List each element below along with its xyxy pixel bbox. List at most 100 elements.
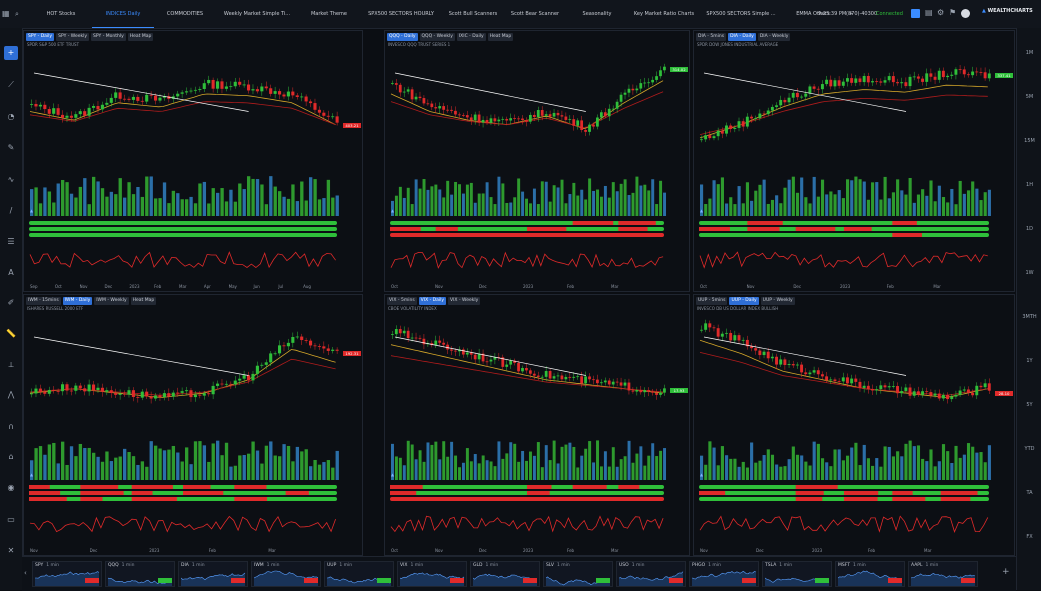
eye-icon[interactable]: ◉ — [7, 483, 15, 492]
brush-icon[interactable]: ✐ — [7, 298, 15, 307]
timeframe-button[interactable]: 5M — [1025, 94, 1034, 100]
panel-tab[interactable]: DIA - Daily — [728, 33, 756, 41]
workspace-tab[interactable]: Seasonality — [582, 11, 612, 17]
workspace-tab[interactable]: Key Market Ratio Charts — [633, 11, 695, 17]
drawn-trendline[interactable] — [33, 72, 249, 112]
timeframe-button[interactable]: 1Y — [1026, 358, 1033, 364]
trendline-icon[interactable]: ⟋ — [8, 80, 14, 89]
workspace-tab[interactable]: INDICES Daily — [92, 0, 154, 28]
ruler-icon[interactable]: 📏 — [6, 329, 16, 338]
strip-scroll-left-icon[interactable]: ‹ — [24, 569, 27, 577]
mini-chart-card[interactable]: MSFT 1 min — [835, 561, 905, 587]
mini-chart-card[interactable]: IWM 1 min — [251, 561, 321, 587]
drawn-trendline[interactable] — [703, 72, 907, 112]
timeframe-button[interactable]: 15M — [1024, 138, 1035, 144]
measure-icon[interactable]: ⟂ — [8, 360, 14, 369]
workspace-tab[interactable]: Weekly Market Simple Ti... — [223, 11, 291, 17]
mini-chart-card[interactable]: DIA 1 min — [178, 561, 248, 587]
chart-panel[interactable]: VIX - 5mins VIX - Daily VIX - Weekly CBOE V… — [384, 294, 690, 556]
panel-tab[interactable]: DIA - 5mins — [696, 33, 727, 41]
drawn-trendline[interactable] — [394, 336, 586, 376]
layout-icon[interactable]: ▤ — [925, 8, 933, 17]
lock-icon[interactable]: ⌂ — [8, 452, 14, 461]
workspace-tab[interactable]: Scott Bull Scanners — [448, 11, 498, 17]
search-icon[interactable]: ⌕ — [15, 10, 19, 18]
timeframe-button[interactable]: 1M — [1025, 50, 1034, 56]
settings-icon[interactable]: ⚙ — [937, 8, 945, 17]
price-chart[interactable] — [387, 295, 671, 556]
panel-tab[interactable]: UUP - Daily — [729, 297, 759, 305]
price-chart[interactable] — [696, 31, 996, 292]
mini-chart-card[interactable]: PHGO 1 min — [689, 561, 759, 587]
line-icon[interactable]: / — [9, 206, 13, 215]
mini-chart-card[interactable]: GLD 1 min — [470, 561, 540, 587]
workspace-tab[interactable]: Market Theme — [310, 11, 348, 17]
panel-tab[interactable]: VIX - 5mins — [387, 297, 417, 305]
price-chart[interactable] — [387, 31, 671, 292]
strip-add-icon[interactable]: + — [1002, 567, 1010, 577]
workspace-tab[interactable]: COMMODITIES — [166, 11, 204, 17]
avatar[interactable] — [961, 9, 970, 18]
pen-icon[interactable]: ✎ — [7, 143, 15, 152]
price-chart[interactable] — [26, 31, 344, 292]
workspace-tab[interactable]: Scott Bear Scanner — [510, 11, 560, 17]
pattern-icon[interactable]: ⋀ — [7, 390, 15, 399]
price-chart[interactable] — [26, 295, 344, 556]
save-icon[interactable] — [911, 9, 920, 18]
mini-chart-card[interactable]: SPY 1 min — [32, 561, 102, 587]
panel-tab[interactable]: IWM - Weekly — [94, 297, 129, 305]
chart-panel[interactable]: QQQ - Daily QQQ - Weekly IXIC - Daily Heat … — [384, 30, 690, 292]
workspace-tab[interactable]: SPX500 SECTORS Simple ... — [706, 11, 776, 17]
panel-tab[interactable]: UUP - Weekly — [760, 297, 795, 305]
trash-icon[interactable]: ✕ — [7, 546, 15, 555]
panel-tab[interactable]: VIX - Weekly — [448, 297, 481, 305]
chart-panel[interactable]: IWM - 15mins IWM - Daily IWM - Weekly Heat … — [23, 294, 363, 556]
chart-panel[interactable]: DIA - 5mins DIA - Daily DIA - Weekly SPDR D… — [693, 30, 1015, 292]
mini-chart-card[interactable]: AAPL 1 min — [908, 561, 978, 587]
panel-tab[interactable]: VIX - Daily — [418, 297, 447, 305]
timeframe-button[interactable]: 3MTH — [1022, 314, 1037, 320]
panel-tab[interactable]: SPY - Monthly — [91, 33, 126, 41]
panel-tab[interactable]: IXIC - Daily — [456, 33, 486, 41]
mini-chart-card[interactable]: UUP 1 min — [324, 561, 394, 587]
notifications-icon[interactable]: ⚑ — [949, 8, 957, 17]
panel-tab[interactable]: UUP - 5mins — [696, 297, 728, 305]
drawn-trendline[interactable] — [33, 336, 249, 376]
workspace-tab[interactable]: EMMA Others — [796, 11, 830, 17]
timeframe-button[interactable]: 1W — [1025, 270, 1034, 276]
timeframe-button[interactable]: YTD — [1024, 446, 1035, 452]
timeframe-button[interactable]: 1H — [1026, 182, 1033, 188]
chart-panel[interactable]: UUP - 5mins UUP - Daily UUP - Weekly INVESC… — [693, 294, 1015, 556]
mini-chart-card[interactable]: TSLA 1 min — [762, 561, 832, 587]
grid-icon[interactable]: ▦ — [2, 9, 10, 18]
layers-icon[interactable]: ▭ — [7, 515, 15, 524]
cursor-icon[interactable]: + — [4, 46, 18, 60]
workspace-tab[interactable]: SPX500 SECTORS HOURLY — [368, 11, 434, 17]
panel-tab[interactable]: IWM - 15mins — [26, 297, 61, 305]
clock-icon[interactable]: ◔ — [7, 112, 15, 121]
mini-chart-card[interactable]: SLV 1 min — [543, 561, 613, 587]
panel-tab[interactable]: Heat Map — [487, 33, 514, 41]
curve-icon[interactable]: ∿ — [7, 175, 15, 184]
price-chart[interactable] — [696, 295, 996, 556]
drawn-trendline[interactable] — [394, 72, 586, 112]
mini-chart-card[interactable]: VIX 1 min — [397, 561, 467, 587]
timeframe-button[interactable]: TA — [1026, 490, 1033, 496]
drawn-trendline[interactable] — [703, 336, 907, 376]
panel-tab[interactable]: QQQ - Daily — [387, 33, 418, 41]
timeframe-button[interactable]: FX — [1026, 534, 1033, 540]
chart-panel[interactable]: SPY - Daily SPY - Weekly SPY - Monthly Heat… — [23, 30, 363, 292]
text-icon[interactable]: A — [8, 268, 14, 277]
panel-tab[interactable]: SPY - Weekly — [56, 33, 90, 41]
timeframe-button[interactable]: 1D — [1025, 226, 1034, 232]
panel-tab[interactable]: SPY - Daily — [26, 33, 55, 41]
panel-tab[interactable]: Heat Map — [127, 33, 154, 41]
add-tab-button[interactable]: + — [848, 11, 854, 17]
mini-chart-card[interactable]: QQQ 1 min — [105, 561, 175, 587]
mini-chart-card[interactable]: USO 1 min — [616, 561, 686, 587]
panel-tab[interactable]: IWM - Daily — [62, 297, 93, 305]
magnet-icon[interactable]: ∩ — [8, 422, 14, 431]
panel-tab[interactable]: QQQ - Weekly — [419, 33, 455, 41]
timeframe-button[interactable]: 5Y — [1026, 402, 1033, 408]
workspace-tab[interactable]: HOT Stocks — [46, 11, 76, 17]
